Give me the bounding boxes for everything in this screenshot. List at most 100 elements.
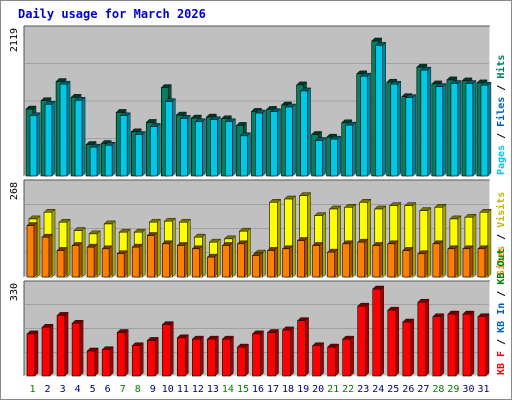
legend-item: KB Out [496,249,507,285]
day-label: 22 [342,384,354,395]
bar-sites [192,248,200,278]
legend-item: Hits [495,55,507,79]
bar-sites [342,243,350,278]
bar-files [435,86,444,177]
day-label: 12 [192,384,204,395]
bar-files [29,115,38,177]
day-label: 21 [327,384,339,395]
bar-sites [177,245,185,278]
bar-files [330,138,338,177]
bar-kb [342,338,351,377]
bar-sites [161,243,170,278]
bar-files [375,45,384,177]
bar-files [420,69,429,177]
day-label: 17 [267,384,279,395]
day-label: 23 [357,384,369,395]
bar-kb [357,305,367,377]
day-label: 24 [372,384,384,395]
bar-kb [41,326,51,377]
axis-max-label-middle: 268 [9,182,20,200]
bar-files [164,101,173,177]
bar-files [195,121,203,177]
bar-files [405,97,414,177]
bar-files [59,83,68,177]
legend-separator: / [496,228,507,246]
bar-sites [357,241,366,278]
bar-kb [267,332,276,377]
bar-files [210,119,218,177]
bar-kb [101,349,111,377]
bar-sites [71,245,80,278]
bar-kb [282,329,291,377]
bar-files [255,112,263,177]
bar-kb [462,313,472,377]
bar-kb [26,333,36,377]
bar-sites [402,250,411,278]
bar-files [149,126,158,177]
day-label: 14 [222,384,234,395]
bar-sites [327,251,335,278]
bar-files [270,111,278,177]
bar-sites [297,240,305,278]
bar-files [315,140,323,177]
day-label: 5 [90,384,96,395]
bar-files [74,99,83,177]
legend-bottom: KB F / KB In / KB Out [496,249,507,375]
axis-max-label-top: 2119 [9,28,20,52]
legend-separator: / [496,79,507,97]
day-label: 11 [177,384,189,395]
bar-kb [56,315,66,377]
legend-item: KB In [496,303,507,333]
day-label: 18 [282,384,294,395]
bar-sites [282,248,290,278]
day-label: 20 [312,384,324,395]
bar-kb [161,324,171,377]
bar-kb [192,338,201,377]
bar-kb [477,316,487,377]
bar-sites [447,248,456,278]
day-label: 3 [60,384,66,395]
bar-kb [252,333,261,377]
day-label: 8 [135,384,141,395]
bar-kb [447,313,457,377]
legend-item: Pages [496,145,507,175]
day-label: 30 [462,384,474,395]
bar-sites [477,248,486,278]
bar-sites [267,250,275,278]
bar-kb [372,288,382,377]
bar-sites [372,245,381,278]
bar-files [240,135,248,177]
day-label: 16 [252,384,264,395]
day-label: 4 [75,384,81,395]
bar-files [300,90,308,177]
bar-files [285,106,293,177]
bar-sites [387,243,396,278]
legend-top: Pages / Files / Hits [495,55,507,175]
bar-files [465,83,474,177]
bar-kb [432,316,442,377]
bar-kb [297,320,306,377]
bar-files [44,103,53,177]
bar-sites [86,246,95,278]
bar-kb [387,309,397,377]
bar-files [119,115,128,177]
bar-kb [116,332,126,377]
bar-kb [131,345,141,377]
day-label: 26 [402,384,414,395]
bar-sites [432,243,441,278]
day-label: 13 [207,384,219,395]
day-label: 19 [297,384,309,395]
day-label: 29 [447,384,459,395]
legend-separator: / [496,333,507,351]
bar-files [134,134,143,177]
bar-kb [71,322,81,377]
bar-kb [222,338,231,377]
bar-files [89,146,98,177]
legend-item: Files [495,97,507,127]
bar-sites [101,248,110,278]
bar-kb [312,345,321,377]
day-label: 27 [417,384,429,395]
bar-sites [56,250,65,278]
